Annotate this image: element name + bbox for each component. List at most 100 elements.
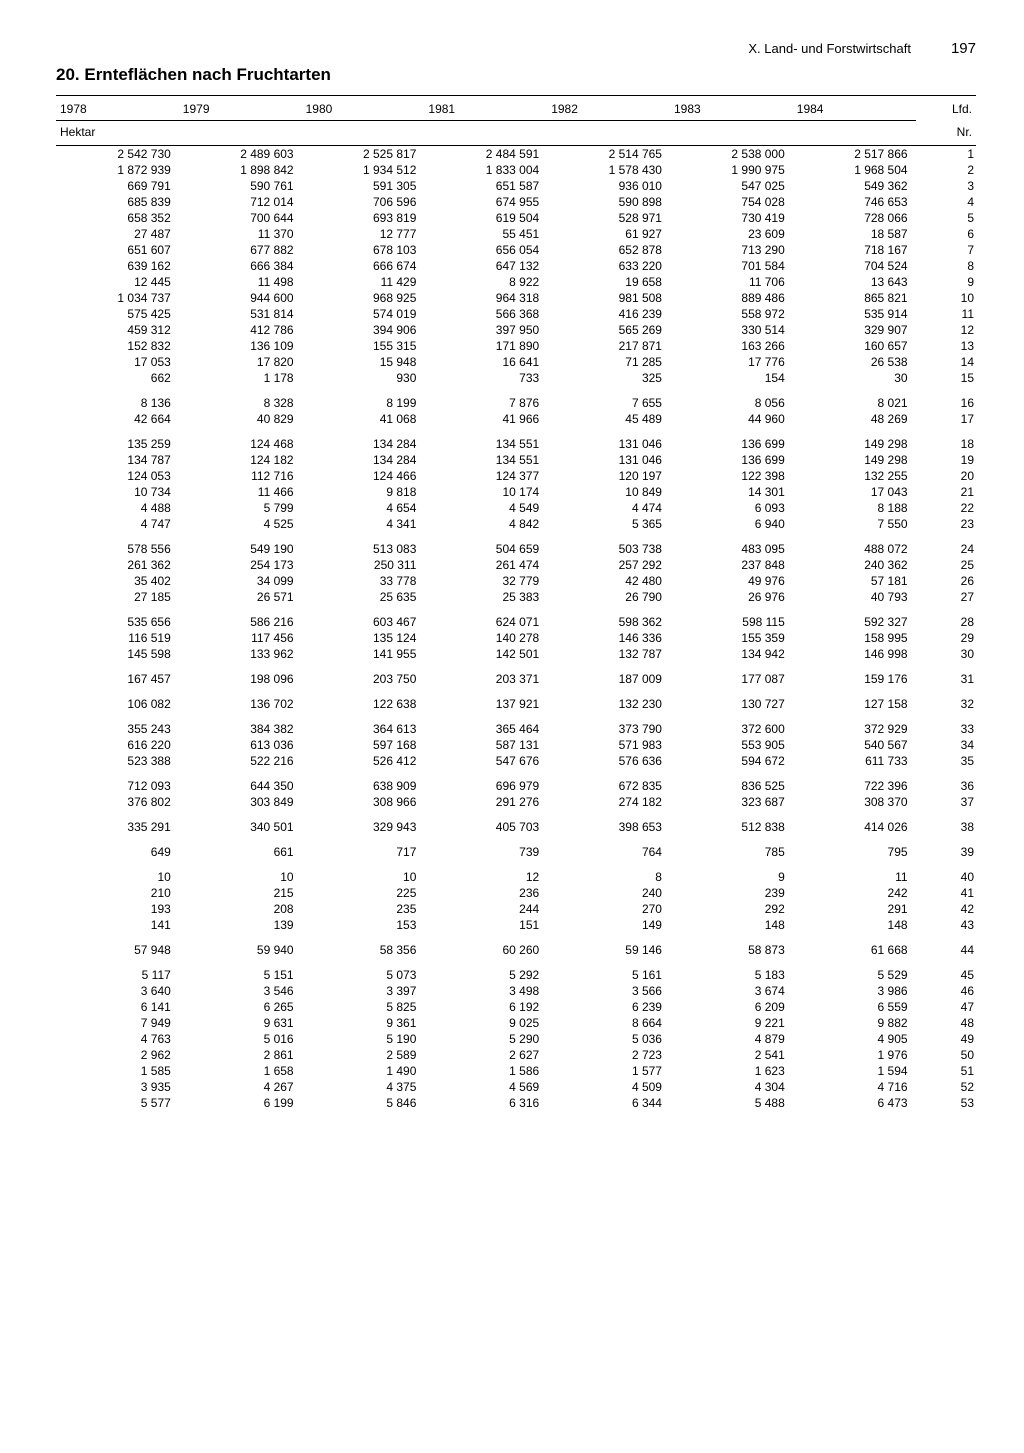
- data-cell: 14 301: [670, 484, 793, 500]
- table-row: 106 082136 702122 638137 921132 230130 7…: [56, 687, 976, 712]
- data-cell: 649: [56, 835, 179, 860]
- data-cell: 11: [793, 860, 916, 885]
- data-cell: 26 571: [179, 589, 302, 605]
- data-cell: 3 498: [424, 983, 547, 999]
- row-number: 11: [916, 306, 976, 322]
- data-cell: 764: [547, 835, 670, 860]
- col-year-3: 1981: [424, 96, 547, 121]
- table-row: 5 5776 1995 8466 3166 3445 4886 47353: [56, 1095, 976, 1111]
- data-cell: 122 398: [670, 468, 793, 484]
- data-cell: 586 216: [179, 605, 302, 630]
- data-cell: 142 501: [424, 646, 547, 662]
- data-cell: 8: [547, 860, 670, 885]
- data-cell: 141 955: [302, 646, 425, 662]
- data-cell: 308 966: [302, 794, 425, 810]
- data-cell: 11 498: [179, 274, 302, 290]
- data-cell: 254 173: [179, 557, 302, 573]
- row-number: 5: [916, 210, 976, 226]
- data-cell: 134 942: [670, 646, 793, 662]
- data-cell: 135 124: [302, 630, 425, 646]
- data-cell: 134 551: [424, 427, 547, 452]
- data-cell: 661: [179, 835, 302, 860]
- table-row: 685 839712 014706 596674 955590 898754 0…: [56, 194, 976, 210]
- data-cell: 6 141: [56, 999, 179, 1015]
- data-cell: 4 763: [56, 1031, 179, 1047]
- row-number: 17: [916, 411, 976, 427]
- data-cell: 4 474: [547, 500, 670, 516]
- row-number: 27: [916, 589, 976, 605]
- data-cell: 504 659: [424, 532, 547, 557]
- row-number: 46: [916, 983, 976, 999]
- data-cell: 33 778: [302, 573, 425, 589]
- data-cell: 651 607: [56, 242, 179, 258]
- row-number: 24: [916, 532, 976, 557]
- row-number: 31: [916, 662, 976, 687]
- data-cell: 639 162: [56, 258, 179, 274]
- data-cell: 215: [179, 885, 302, 901]
- data-cell: 291 276: [424, 794, 547, 810]
- data-cell: 3 935: [56, 1079, 179, 1095]
- table-row: 3 6403 5463 3973 4983 5663 6743 98646: [56, 983, 976, 999]
- data-cell: 5 846: [302, 1095, 425, 1111]
- data-cell: 594 672: [670, 753, 793, 769]
- data-cell: 133 962: [179, 646, 302, 662]
- data-cell: 34 099: [179, 573, 302, 589]
- data-cell: 323 687: [670, 794, 793, 810]
- data-cell: 124 182: [179, 452, 302, 468]
- row-number: 40: [916, 860, 976, 885]
- data-cell: 187 009: [547, 662, 670, 687]
- col-lfd-bottom: Nr.: [916, 121, 976, 146]
- data-cell: 3 986: [793, 983, 916, 999]
- row-number: 18: [916, 427, 976, 452]
- table-row: 1 5851 6581 4901 5861 5771 6231 59451: [56, 1063, 976, 1079]
- data-cell: 483 095: [670, 532, 793, 557]
- data-cell: 372 600: [670, 712, 793, 737]
- data-cell: 590 898: [547, 194, 670, 210]
- data-cell: 325: [547, 370, 670, 386]
- data-cell: 159 176: [793, 662, 916, 687]
- row-number: 48: [916, 1015, 976, 1031]
- col-year-0: 1978: [56, 96, 179, 121]
- row-number: 2: [916, 162, 976, 178]
- data-cell: 242: [793, 885, 916, 901]
- data-cell: 405 703: [424, 810, 547, 835]
- row-number: 30: [916, 646, 976, 662]
- data-cell: 1 490: [302, 1063, 425, 1079]
- data-cell: 117 456: [179, 630, 302, 646]
- data-cell: 330 514: [670, 322, 793, 338]
- data-cell: 6 316: [424, 1095, 547, 1111]
- data-cell: 26 790: [547, 589, 670, 605]
- data-cell: 145 598: [56, 646, 179, 662]
- data-cell: 5 161: [547, 958, 670, 983]
- row-number: 23: [916, 516, 976, 532]
- data-cell: 616 220: [56, 737, 179, 753]
- data-cell: 4 267: [179, 1079, 302, 1095]
- data-cell: 5 073: [302, 958, 425, 983]
- data-cell: 865 821: [793, 290, 916, 306]
- data-cell: 4 905: [793, 1031, 916, 1047]
- data-cell: 9 361: [302, 1015, 425, 1031]
- data-cell: 2 514 765: [547, 146, 670, 163]
- data-cell: 547 025: [670, 178, 793, 194]
- table-row: 135 259124 468134 284134 551131 046136 6…: [56, 427, 976, 452]
- row-number: 26: [916, 573, 976, 589]
- data-cell: 340 501: [179, 810, 302, 835]
- data-cell: 45 489: [547, 411, 670, 427]
- data-cell: 1 934 512: [302, 162, 425, 178]
- data-cell: 26 976: [670, 589, 793, 605]
- data-cell: 8 056: [670, 386, 793, 411]
- data-cell: 106 082: [56, 687, 179, 712]
- data-cell: 236: [424, 885, 547, 901]
- data-cell: 578 556: [56, 532, 179, 557]
- data-cell: 889 486: [670, 290, 793, 306]
- data-cell: 11 429: [302, 274, 425, 290]
- table-row: 578 556549 190513 083504 659503 738483 0…: [56, 532, 976, 557]
- data-cell: 42 664: [56, 411, 179, 427]
- data-cell: 8 021: [793, 386, 916, 411]
- data-cell: 728 066: [793, 210, 916, 226]
- data-cell: 5 183: [670, 958, 793, 983]
- data-cell: 7 550: [793, 516, 916, 532]
- data-cell: 124 468: [179, 427, 302, 452]
- data-cell: 240 362: [793, 557, 916, 573]
- row-number: 37: [916, 794, 976, 810]
